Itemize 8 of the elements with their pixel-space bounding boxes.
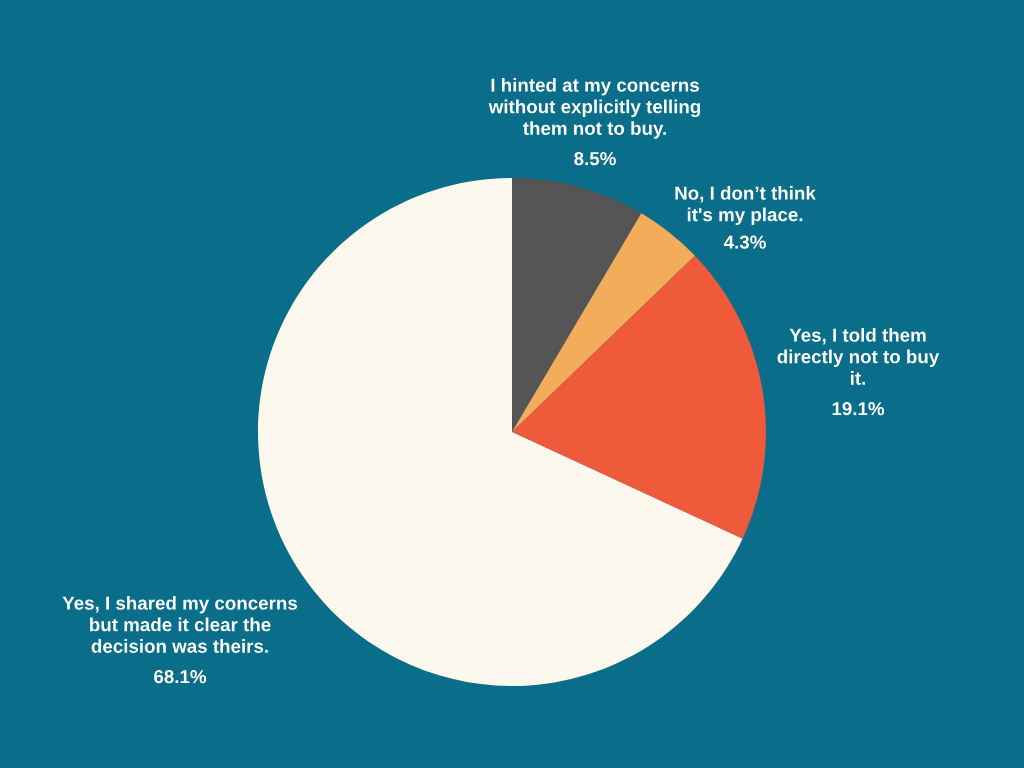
data-label: 68.1% <box>154 670 207 684</box>
slice-label: Yes, I told them directly not to buy it. <box>777 328 940 385</box>
data-label: 4.3% <box>723 235 766 249</box>
data-label: 8.5% <box>574 152 616 166</box>
slice-label: No, I don’t think it's my place. <box>675 186 816 226</box>
slice-label: I hinted at my concerns without explicitly telling them not to buy. <box>488 78 701 139</box>
data-label: 19.1% <box>832 402 885 416</box>
slice-label: Yes, I shared my concerns but made it clear the decision was theirs. <box>62 596 298 653</box>
